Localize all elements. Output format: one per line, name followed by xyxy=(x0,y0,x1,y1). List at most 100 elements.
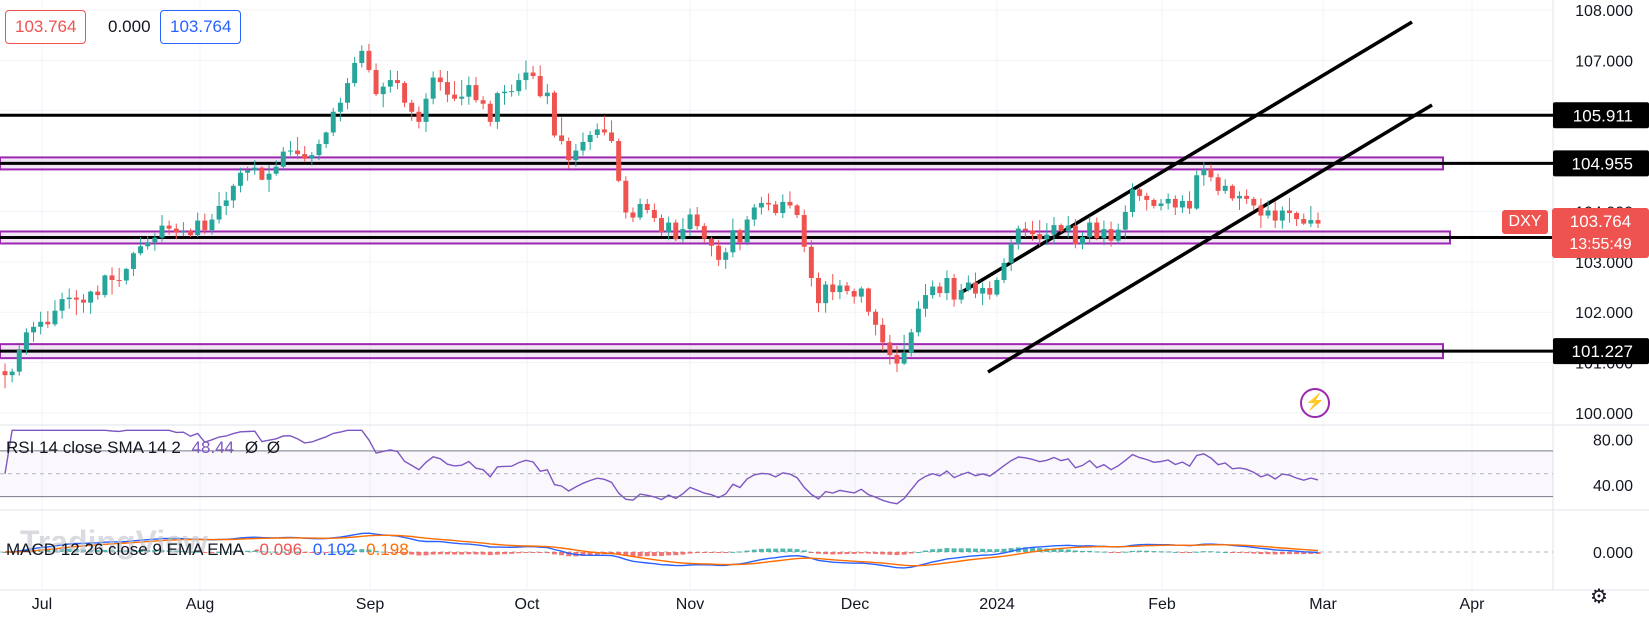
macd-histogram-bar xyxy=(972,548,978,552)
macd-histogram-bar xyxy=(1179,552,1185,553)
macd-axis-label: 0.000 xyxy=(1593,545,1633,562)
candle-body xyxy=(145,242,151,247)
candle-body xyxy=(808,246,814,278)
candle-body xyxy=(216,205,222,220)
candle-body xyxy=(173,228,179,233)
candle-body xyxy=(359,50,365,63)
candle-body xyxy=(794,205,800,216)
time-axis-label: Oct xyxy=(515,596,540,613)
macd-histogram-bar xyxy=(1030,547,1036,552)
candle-body xyxy=(352,62,358,84)
candle-body xyxy=(1030,230,1036,235)
macd-histogram-bar xyxy=(466,552,472,555)
macd-histogram-bar xyxy=(1229,552,1235,553)
macd-histogram-bar xyxy=(459,552,465,555)
change-value: 0.000 xyxy=(108,17,151,36)
macd-histogram-bar xyxy=(1308,552,1314,555)
settings-gear-icon[interactable]: ⚙ xyxy=(1590,586,1608,608)
candle-body xyxy=(52,310,58,325)
candle-body xyxy=(309,155,315,159)
candle-body xyxy=(31,326,37,333)
level-badge-label: 104.955 xyxy=(1572,154,1633,173)
candle-body xyxy=(1072,225,1078,245)
candle-body xyxy=(473,85,479,101)
macd-histogram-bar xyxy=(1129,550,1135,552)
macd-histogram-bar xyxy=(880,552,886,555)
candle-body xyxy=(423,98,429,122)
candle-body xyxy=(252,167,258,171)
candle-body xyxy=(780,201,786,214)
candle-body xyxy=(152,237,158,243)
macd-histogram-bar xyxy=(138,550,144,552)
candle-body xyxy=(951,277,957,300)
macd-histogram-bar xyxy=(302,552,308,553)
candle-body xyxy=(1158,203,1164,206)
macd-histogram-bar xyxy=(1286,552,1292,555)
macd-histogram-bar xyxy=(537,552,543,553)
candle-body xyxy=(987,288,993,295)
candle-body xyxy=(1144,195,1150,200)
candle-body xyxy=(1008,243,1014,263)
macd-histogram-bar xyxy=(1165,551,1171,553)
macd-histogram-bar xyxy=(830,552,836,555)
candle-body xyxy=(901,353,907,364)
candle-body xyxy=(816,277,821,304)
macd-histogram-bar xyxy=(716,552,722,554)
macd-histogram-bar xyxy=(359,549,365,552)
macd-histogram-bar xyxy=(323,552,329,553)
level-badge-bg xyxy=(1553,338,1649,365)
macd-histogram-bar xyxy=(166,550,172,552)
alert-lightning-icon[interactable]: ⚡ xyxy=(1300,388,1330,418)
last-price: 103.764 xyxy=(1569,212,1632,231)
macd-histogram-bar xyxy=(694,552,700,554)
candle-body xyxy=(1087,222,1093,238)
time-axis-label: Feb xyxy=(1148,596,1176,613)
macd-histogram-bar xyxy=(216,551,222,553)
macd-histogram-bar xyxy=(109,550,115,552)
macd-line-value: 0.102 xyxy=(312,540,356,559)
candle-body xyxy=(601,129,607,133)
candle-body xyxy=(637,203,643,218)
candle-body xyxy=(66,297,72,300)
candle-body xyxy=(716,245,722,260)
candle-body xyxy=(758,202,764,208)
time-axis-label: Apr xyxy=(1460,596,1486,613)
rsi-legend[interactable]: RSI 14 close SMA 14 2 48.44 Ø Ø xyxy=(6,438,280,458)
macd-histogram-bar xyxy=(252,550,258,552)
candle-body xyxy=(523,72,529,81)
candle-body xyxy=(887,342,893,356)
macd-histogram-bar xyxy=(130,550,136,552)
symbol-tag[interactable]: DXY xyxy=(1502,210,1548,234)
macd-histogram-bar xyxy=(487,552,493,556)
candle-body xyxy=(1301,219,1307,224)
candle-body xyxy=(680,229,686,240)
macd-histogram-bar xyxy=(209,552,215,553)
candle-body xyxy=(651,209,657,219)
macd-legend[interactable]: MACD 12 26 close 9 EMA EMA -0.096 0.102 … xyxy=(6,540,409,560)
macd-histogram-bar xyxy=(266,551,272,553)
macd-histogram-bar xyxy=(680,552,686,555)
candle-body xyxy=(1286,210,1292,214)
candle-body xyxy=(923,295,929,309)
candle-body xyxy=(573,150,579,161)
candle-body xyxy=(1051,225,1057,235)
candle-body xyxy=(851,291,857,297)
macd-histogram-bar xyxy=(1172,551,1178,553)
candle-body xyxy=(95,291,101,296)
macd-histogram-bar xyxy=(1279,552,1285,555)
candle-body xyxy=(480,100,486,104)
candle-body xyxy=(1201,169,1207,176)
candle-body xyxy=(930,286,936,296)
macd-histogram-bar xyxy=(865,552,871,554)
macd-histogram-bar xyxy=(651,552,657,557)
macd-histogram-bar xyxy=(1001,548,1007,552)
macd-histogram-bar xyxy=(723,552,729,553)
macd-histogram-bar xyxy=(1244,552,1250,554)
candle-body xyxy=(915,308,921,333)
candle-body xyxy=(88,291,94,303)
macd-histogram-bar xyxy=(337,551,343,553)
macd-histogram-bar xyxy=(1058,549,1064,552)
macd-histogram-bar xyxy=(245,550,251,552)
candle-body xyxy=(9,371,15,376)
